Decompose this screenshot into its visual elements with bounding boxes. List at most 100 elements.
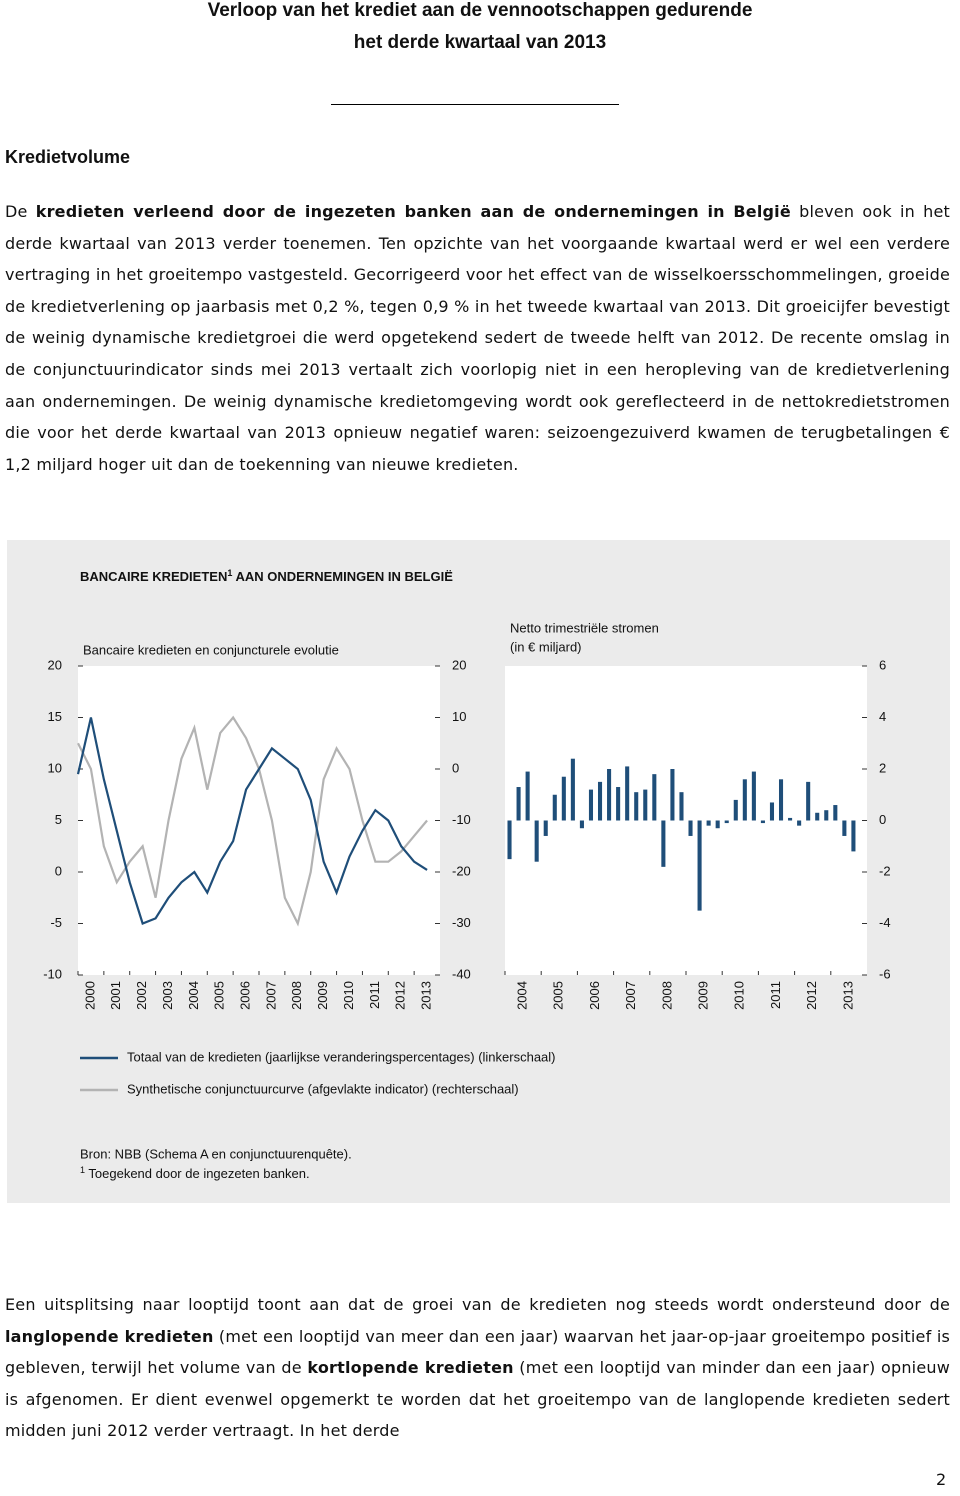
x-tick-label: 2007 bbox=[263, 981, 278, 1010]
bar bbox=[797, 820, 802, 826]
bold-text: langlopende kredieten bbox=[5, 1326, 214, 1346]
bar bbox=[525, 771, 530, 821]
y-tick-label: 5 bbox=[55, 812, 62, 827]
rule bbox=[331, 104, 619, 105]
bar bbox=[679, 792, 684, 821]
bar bbox=[643, 789, 648, 821]
bar bbox=[534, 820, 539, 862]
y-tick-label: -6 bbox=[879, 966, 891, 981]
text: (met een looptijd van meer dan een jaar)… bbox=[5, 1326, 950, 1378]
y-tick-label: -30 bbox=[452, 915, 471, 930]
y-tick-label: -4 bbox=[879, 915, 891, 930]
bar bbox=[706, 820, 711, 826]
x-tick-label: 2008 bbox=[289, 981, 304, 1010]
x-tick-label: 2012 bbox=[804, 981, 819, 1010]
y-tick-label: -5 bbox=[50, 915, 62, 930]
x-tick-label: 2009 bbox=[315, 981, 330, 1010]
bar bbox=[833, 805, 838, 821]
chart-title: Netto trimestriële stromen bbox=[510, 620, 659, 635]
x-tick-label: 2009 bbox=[696, 981, 711, 1010]
bar bbox=[607, 769, 612, 821]
bar bbox=[652, 774, 657, 821]
x-tick-label: 2004 bbox=[186, 981, 201, 1010]
figure-title-text: AAN ONDERNEMINGEN IN BELGIË bbox=[232, 569, 453, 584]
source: Bron: NBB (Schema A en conjunctuurenquêt… bbox=[80, 1146, 352, 1161]
x-tick-label: 2010 bbox=[732, 981, 747, 1010]
bar bbox=[661, 820, 666, 867]
page-number: 2 bbox=[936, 1470, 947, 1489]
footnote-text: Toegekend door de ingezeten banken. bbox=[85, 1166, 310, 1181]
y-tick-label: -40 bbox=[452, 966, 471, 981]
y-tick-label: 10 bbox=[452, 709, 466, 724]
y-tick-label: 4 bbox=[879, 709, 886, 724]
y-tick-label: -10 bbox=[452, 812, 471, 827]
x-tick-label: 2006 bbox=[238, 981, 253, 1010]
x-tick-label: 2013 bbox=[419, 981, 434, 1010]
x-tick-label: 2010 bbox=[341, 981, 356, 1010]
bar bbox=[670, 769, 675, 821]
y-tick-label: 15 bbox=[48, 709, 62, 724]
y-tick-label: 20 bbox=[48, 657, 62, 672]
bar bbox=[751, 771, 756, 821]
bar bbox=[824, 810, 829, 821]
bar bbox=[697, 820, 702, 911]
figure-title-text: BANCAIRE KREDIETEN bbox=[80, 569, 227, 584]
chart-subtitle: (in € miljard) bbox=[510, 639, 582, 654]
y-tick-label: 10 bbox=[48, 760, 62, 775]
bar bbox=[788, 817, 793, 821]
y-tick-label: 0 bbox=[55, 863, 62, 878]
footnote-mark: 1 bbox=[80, 1165, 85, 1175]
bar bbox=[742, 779, 747, 821]
x-tick-label: 2007 bbox=[623, 981, 638, 1010]
y-tick-label: -10 bbox=[43, 966, 62, 981]
x-tick-label: 2005 bbox=[212, 981, 227, 1010]
y-tick-label: 0 bbox=[452, 760, 459, 775]
title: Verloop van het krediet aan de vennootsc… bbox=[207, 0, 753, 21]
bar bbox=[552, 794, 557, 821]
x-tick-label: 2011 bbox=[768, 981, 783, 1009]
bar bbox=[806, 781, 811, 821]
figure: BANCAIRE KREDIETEN 1 AAN ONDERNEMINGEN IN… bbox=[7, 540, 950, 1203]
bar bbox=[688, 820, 693, 836]
bar bbox=[543, 820, 548, 836]
y-tick-label: -20 bbox=[452, 863, 471, 878]
bar bbox=[625, 766, 630, 821]
text: bleven ook in het derde kwartaal van 201… bbox=[5, 202, 951, 474]
series-line bbox=[76, 717, 428, 925]
y-tick-label: -2 bbox=[879, 863, 891, 878]
plot-area bbox=[505, 666, 867, 975]
x-tick-label: 2006 bbox=[587, 981, 602, 1010]
bar bbox=[597, 781, 603, 821]
paragraph: Een uitsplitsing naar looptijd toont aan… bbox=[5, 1289, 950, 1447]
bar bbox=[778, 779, 784, 821]
x-tick-label: 2001 bbox=[108, 981, 123, 1010]
footnote: 1 Toegekend door de ingezeten banken. bbox=[80, 1165, 310, 1181]
x-tick-label: 2012 bbox=[393, 981, 408, 1010]
bar bbox=[616, 787, 621, 821]
bar bbox=[769, 802, 775, 821]
legend-label: Totaal van de kredieten (jaarlijkse vera… bbox=[127, 1049, 556, 1064]
paragraph: De kredieten verleend door de ingezeten … bbox=[5, 196, 950, 480]
bar bbox=[842, 820, 847, 836]
figure-title: BANCAIRE KREDIETEN1 AAN ONDERNEMINGEN IN… bbox=[80, 568, 453, 584]
y-tick-label: 0 bbox=[879, 812, 886, 827]
bar bbox=[724, 820, 729, 824]
x-tick-label: 2002 bbox=[134, 981, 149, 1010]
bar bbox=[715, 820, 720, 829]
y-tick-label: 6 bbox=[879, 657, 886, 672]
bold-text: kortlopende kredieten bbox=[307, 1358, 514, 1378]
plot-area bbox=[78, 666, 440, 975]
bar bbox=[561, 776, 566, 821]
bar bbox=[815, 812, 820, 821]
y-tick-label: 20 bbox=[452, 657, 466, 672]
legend-label: Synthetische conjunctuurcurve (afgevlakt… bbox=[127, 1081, 519, 1096]
bar bbox=[851, 820, 856, 852]
x-tick-label: 2004 bbox=[515, 981, 530, 1010]
y-tick-label: 2 bbox=[879, 760, 886, 775]
bar bbox=[760, 820, 765, 824]
text: Een uitsplitsing naar looptijd toont aan… bbox=[5, 1295, 950, 1314]
section-title: Kredietvolume bbox=[5, 147, 131, 167]
text: (met een looptijd van minder dan een jaa… bbox=[5, 1358, 950, 1441]
title: het derde kwartaal van 2013 bbox=[353, 32, 607, 53]
